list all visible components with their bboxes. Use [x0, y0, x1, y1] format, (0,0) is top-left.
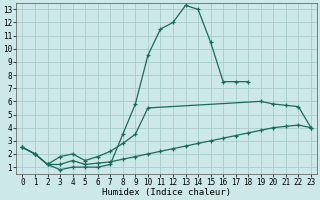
X-axis label: Humidex (Indice chaleur): Humidex (Indice chaleur) [102, 188, 231, 197]
